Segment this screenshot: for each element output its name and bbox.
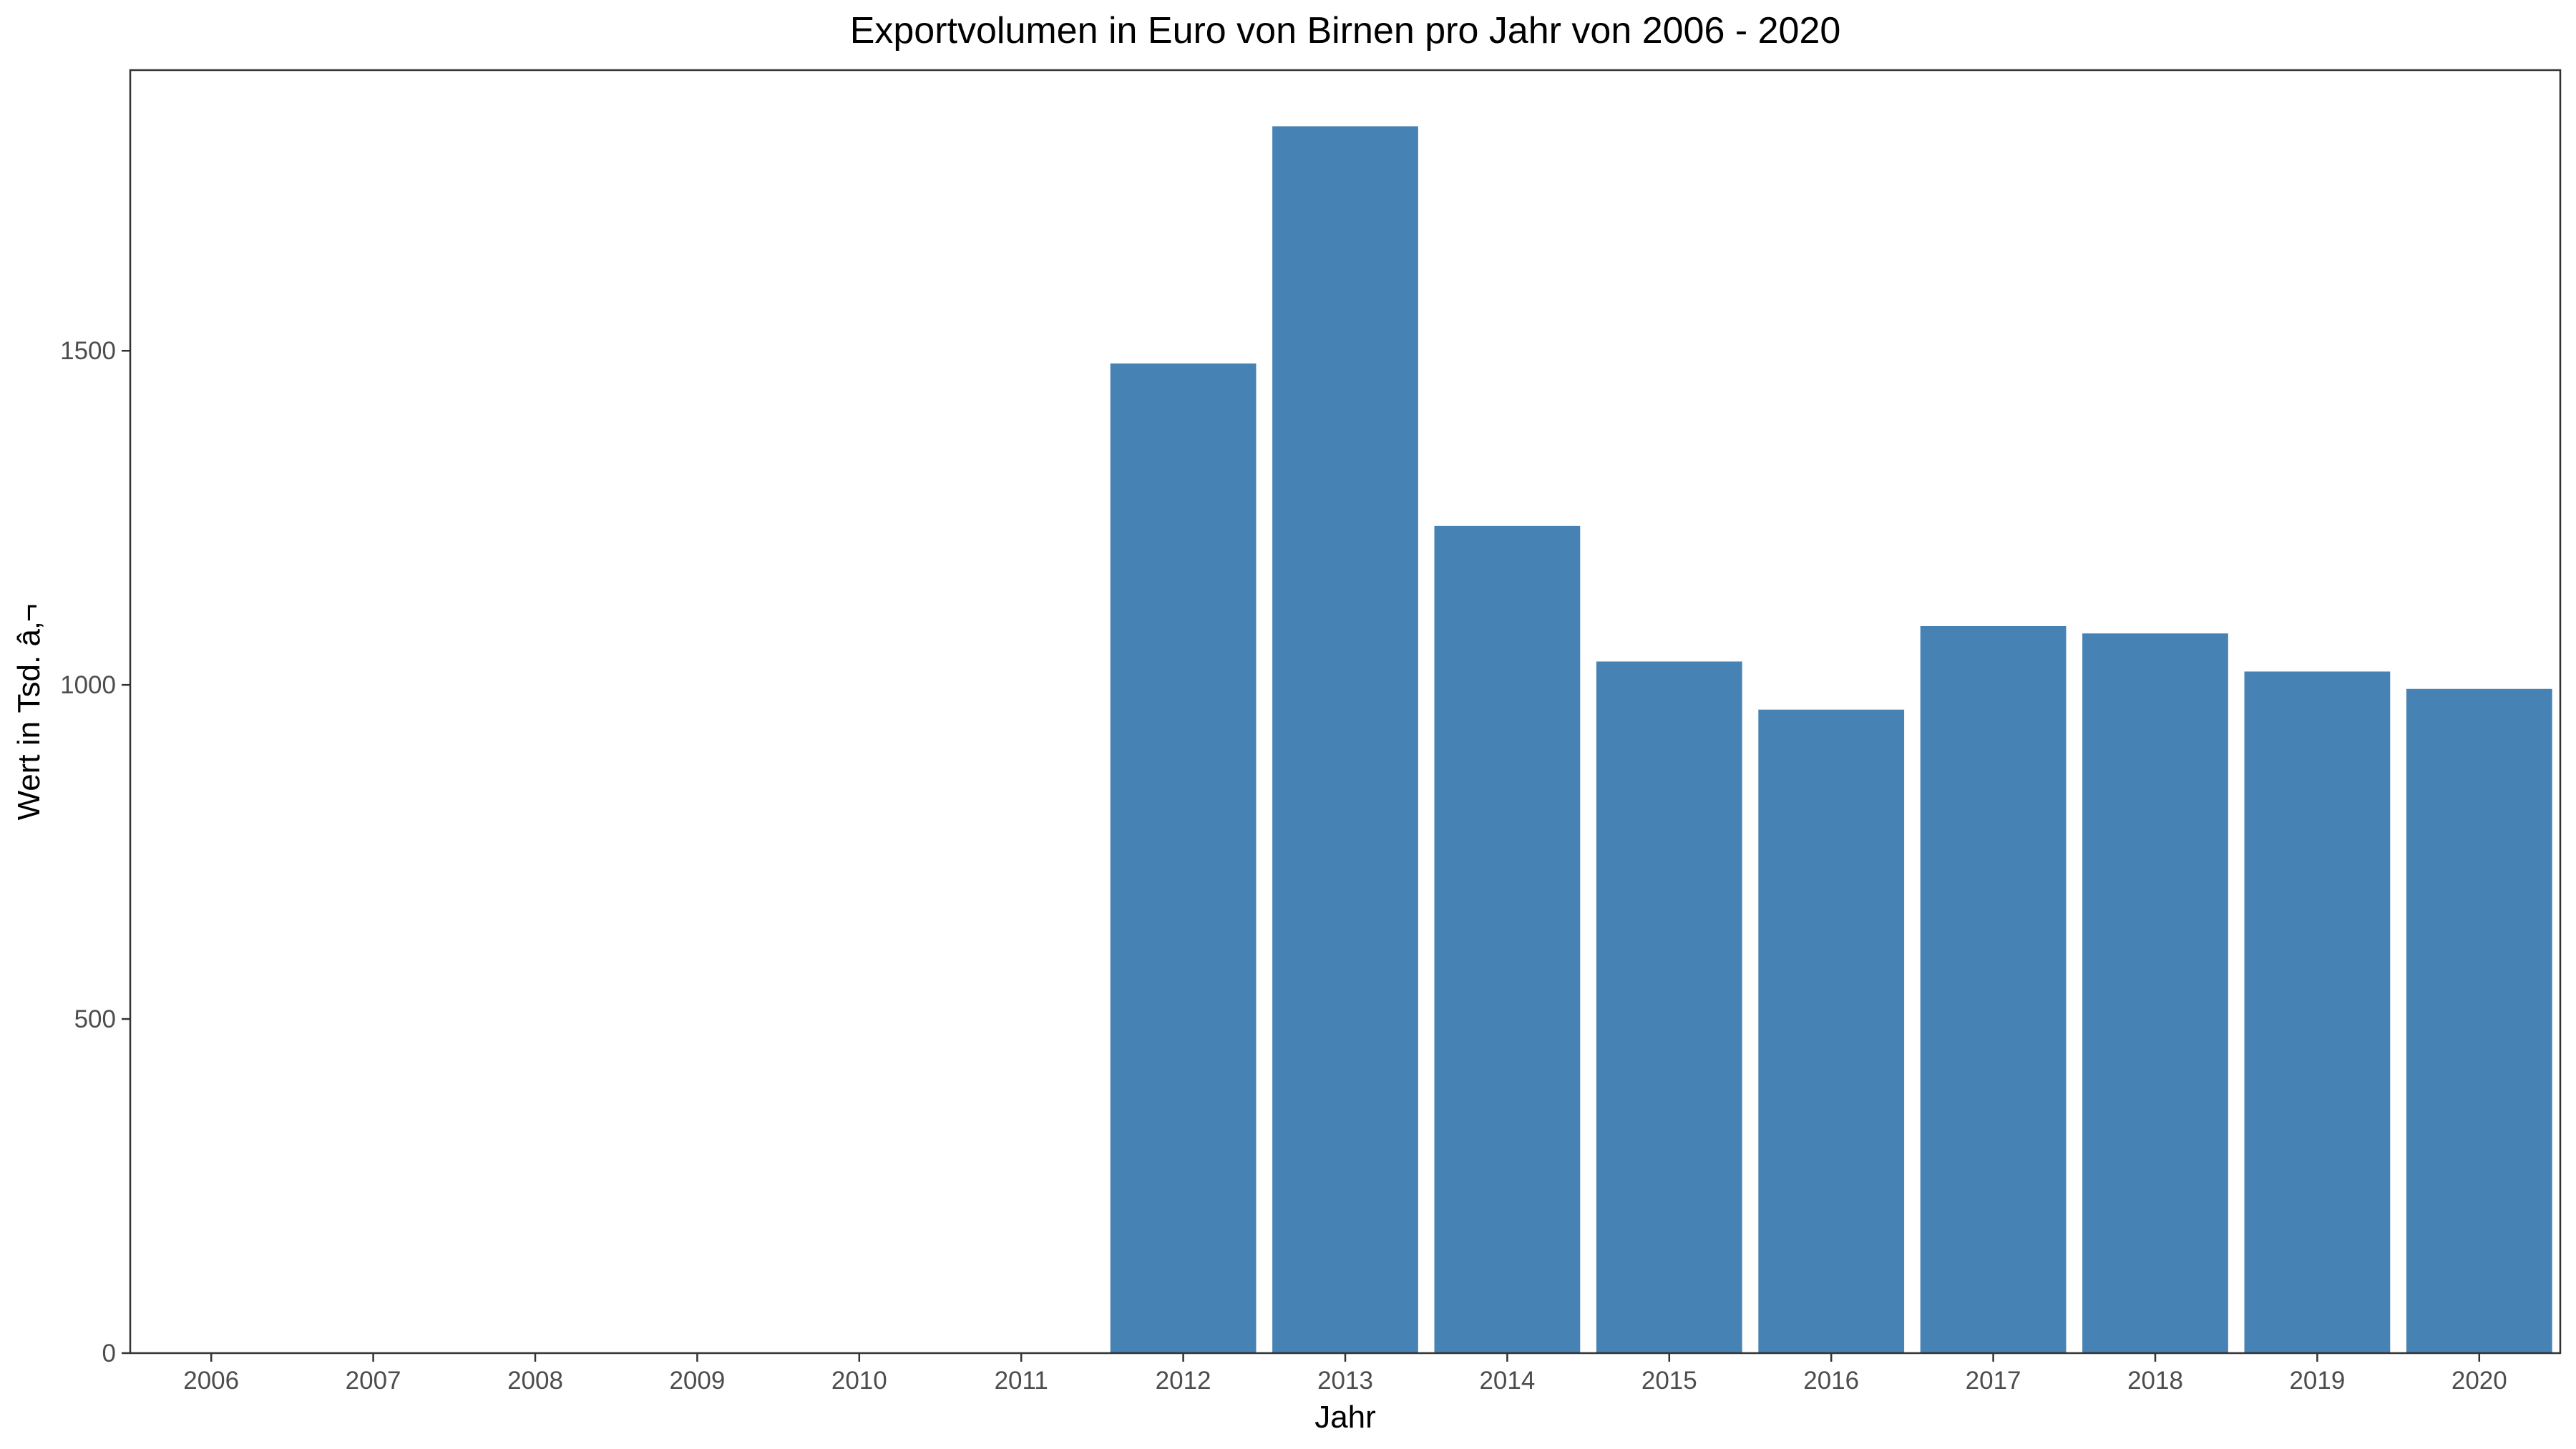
x-tick-label-2006: 2006: [183, 1367, 239, 1395]
x-tick-label-2017: 2017: [1966, 1367, 2021, 1395]
bar-2019: [2244, 671, 2391, 1353]
bar-2017: [1920, 625, 2067, 1353]
x-tick-label-2012: 2012: [1156, 1367, 1211, 1395]
x-tick-label-2008: 2008: [507, 1367, 563, 1395]
x-tick-label-2020: 2020: [2451, 1367, 2507, 1395]
bar-2016: [1758, 709, 1905, 1353]
y-tick-label-1000: 1000: [60, 671, 116, 699]
bars-group: [1110, 126, 2552, 1354]
bar-2020: [2406, 688, 2552, 1353]
bar-2018: [2082, 633, 2228, 1353]
x-tick-label-2010: 2010: [831, 1367, 887, 1395]
y-tick-label-500: 500: [74, 1005, 116, 1033]
chart-title: Exportvolumen in Euro von Birnen pro Jah…: [850, 10, 1841, 52]
bar-2013: [1272, 126, 1418, 1354]
x-tick-label-2018: 2018: [2127, 1367, 2183, 1395]
bar-2015: [1596, 661, 1742, 1353]
x-axis-title: Jahr: [1314, 1400, 1376, 1435]
x-tick-label-2019: 2019: [2289, 1367, 2345, 1395]
x-tick-label-2015: 2015: [1641, 1367, 1697, 1395]
x-tick-label-2013: 2013: [1317, 1367, 1373, 1395]
y-axis: 0 500 1000 1500: [60, 337, 130, 1367]
y-tick-label-1500: 1500: [60, 337, 116, 365]
y-tick-label-0: 0: [102, 1340, 116, 1367]
x-tick-label-2016: 2016: [1803, 1367, 1859, 1395]
x-tick-label-2007: 2007: [346, 1367, 401, 1395]
x-tick-label-2009: 2009: [669, 1367, 725, 1395]
x-tick-label-2014: 2014: [1479, 1367, 1535, 1395]
x-axis: 2006 2007 2008 2009 2010 2011 2012 2013 2014 2015…: [183, 1353, 2507, 1395]
x-tick-label-2011: 2011: [995, 1367, 1048, 1395]
bar-2012: [1110, 363, 1257, 1354]
y-axis-title: Wert in Tsd. â‚¬: [11, 604, 47, 821]
bar-2014: [1434, 525, 1581, 1353]
